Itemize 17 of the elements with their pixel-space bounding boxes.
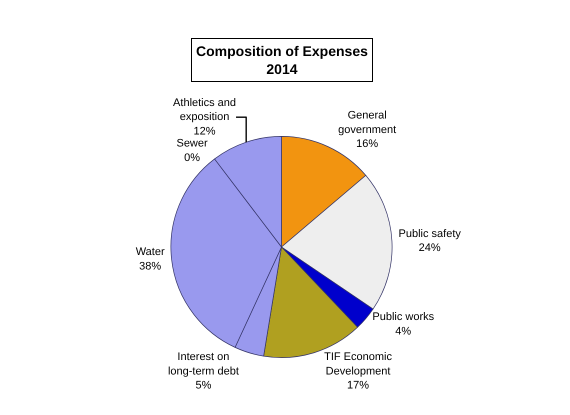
slice-label: TIF Economic Development (324, 350, 392, 378)
data-label: 38% (139, 260, 162, 272)
data-label: 24% (418, 242, 441, 254)
category-label: Sewer (176, 137, 208, 150)
slice-label: Athletics and exposition (173, 96, 236, 124)
data-label: 17% (347, 380, 370, 392)
data-label: 12% (194, 125, 216, 138)
slice-label: Interest on long-term debt (168, 350, 239, 378)
data-label: 16% (356, 138, 378, 150)
text: 0% (184, 152, 200, 164)
data-label: 4% (395, 325, 412, 338)
chart-title: Composition of Expenses 2014 (196, 43, 368, 78)
slice-label: Public works (372, 310, 435, 323)
data-label: 5% (195, 380, 212, 392)
slice-label: Public safety (398, 228, 462, 240)
slice-label: Water (136, 246, 165, 258)
slice-label: General government (338, 110, 396, 136)
